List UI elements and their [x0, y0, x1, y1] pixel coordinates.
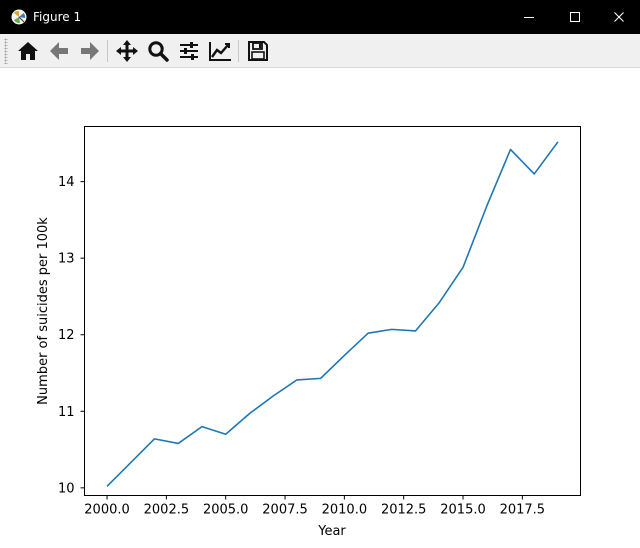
- minimize-button[interactable]: [506, 0, 552, 34]
- toolbar-grip: [4, 38, 8, 64]
- zoom-button[interactable]: [145, 38, 171, 64]
- y-axis-label: Number of suicides per 100k: [36, 217, 51, 405]
- close-button[interactable]: [598, 0, 640, 34]
- axes-frame: [84, 126, 581, 496]
- magnifier-icon: [148, 41, 169, 62]
- navigation-toolbar: [0, 34, 640, 68]
- pan-button[interactable]: [114, 38, 140, 64]
- series-line: [106, 141, 559, 487]
- y-axis: 10 11 12 13 14: [58, 175, 85, 496]
- arrow-right-icon: [81, 42, 99, 60]
- x-tick-label: 2015.0: [440, 503, 486, 518]
- window-title: Figure 1: [33, 10, 82, 24]
- matplotlib-logo-icon: [11, 9, 27, 25]
- arrow-left-icon: [50, 42, 68, 60]
- y-tick-label: 13: [58, 252, 75, 267]
- maximize-icon: [570, 12, 580, 22]
- floppy-disk-icon: [248, 41, 268, 61]
- move-icon: [116, 40, 138, 62]
- x-tick-label: 2007.5: [262, 503, 308, 518]
- back-button[interactable]: [46, 38, 72, 64]
- maximize-button[interactable]: [552, 0, 598, 34]
- home-icon: [18, 42, 38, 60]
- home-button[interactable]: [15, 38, 41, 64]
- title-bar: Figure 1: [0, 0, 640, 34]
- toolbar-separator: [107, 40, 108, 62]
- x-tick-label: 2010.0: [322, 503, 368, 518]
- y-tick-label: 12: [58, 328, 75, 343]
- line-chart-icon: [209, 42, 231, 61]
- figure-canvas[interactable]: 2000.0 2002.5 2005.0 2007.5 2010.0 2012.5 2015…: [0, 68, 640, 548]
- sliders-icon: [180, 42, 198, 60]
- save-button[interactable]: [245, 38, 271, 64]
- toolbar-separator: [238, 40, 239, 62]
- y-tick-label: 11: [58, 405, 75, 420]
- minimize-icon: [524, 17, 534, 18]
- forward-button[interactable]: [77, 38, 103, 64]
- y-tick-label: 10: [58, 481, 75, 496]
- x-tick-label: 2005.0: [203, 503, 249, 518]
- y-tick-label: 14: [58, 175, 75, 190]
- x-axis-label: Year: [317, 524, 346, 539]
- x-axis: 2000.0 2002.5 2005.0 2007.5 2010.0 2012.5 2015…: [84, 495, 546, 518]
- customize-button[interactable]: [207, 38, 233, 64]
- x-tick-label: 2012.5: [381, 503, 427, 518]
- close-icon: [614, 12, 624, 22]
- x-tick-label: 2017.5: [500, 503, 546, 518]
- x-tick-label: 2000.0: [84, 503, 130, 518]
- configure-subplots-button[interactable]: [176, 38, 202, 64]
- x-tick-label: 2002.5: [144, 503, 190, 518]
- line-chart: 2000.0 2002.5 2005.0 2007.5 2010.0 2012.5 2015…: [36, 126, 581, 539]
